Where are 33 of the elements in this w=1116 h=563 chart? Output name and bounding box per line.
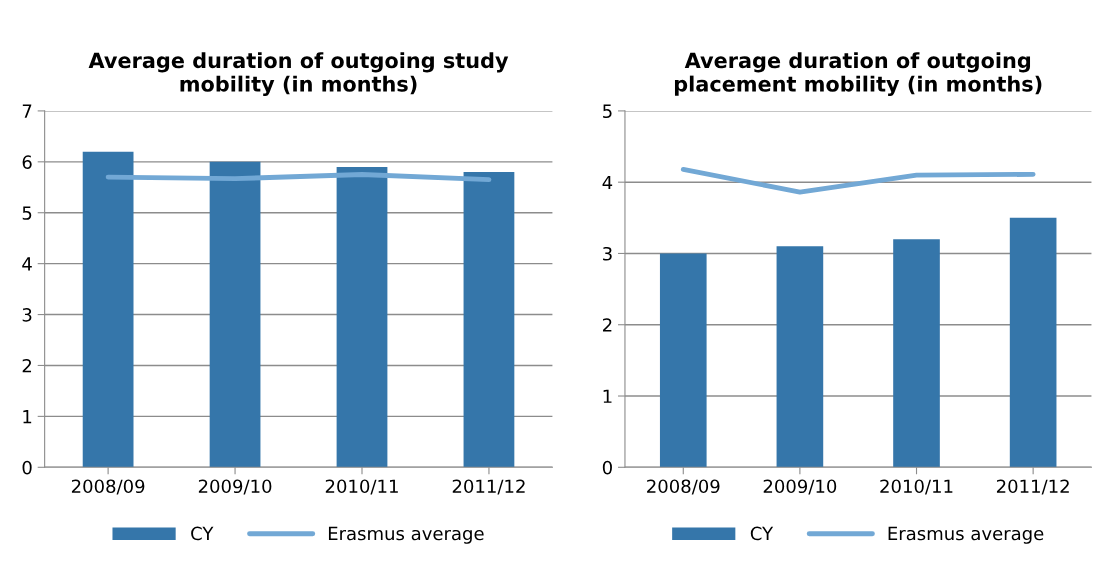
legend-label: CY [191,526,214,541]
bar [893,239,940,468]
chart-title: Average duration of outgoing placement mobility (in months) [674,52,1042,96]
bar [659,253,707,468]
chart-title: Average duration of outgoing study mobility (in months) [88,52,509,96]
y-tick-label: 1 [603,389,612,403]
x-tick-label: 2008/09 [71,479,145,495]
x-tick-label: 2009/10 [198,479,272,495]
y-tick-label: 3 [603,246,612,261]
y-tick-label: 4 [602,175,613,190]
legend-label: Erasmus average [328,526,484,544]
legend-label: Erasmus average [888,526,1044,544]
y-tick-label: 2 [22,358,32,373]
y-tick-label: 0 [22,460,32,475]
x-tick-label: 2010/11 [880,479,953,495]
y-tick-label: 5 [603,104,612,119]
y-tick-label: 0 [602,460,612,475]
x-tick-label: 2008/09 [647,479,720,495]
y-tick-label: 1 [23,410,32,424]
y-tick-label: 3 [22,308,32,322]
x-tick-label: 2011/12 [452,479,525,495]
x-tick-label: 2011/12 [996,479,1069,495]
x-tick-label: 2009/10 [763,479,837,495]
x-tick-label: 2010/11 [325,479,398,495]
y-tick-label: 2 [602,318,612,332]
legend-label: CY [750,526,774,541]
bar [776,246,824,468]
y-tick-label: 7 [22,104,32,118]
y-tick-label: 4 [22,257,32,271]
y-tick-label: 5 [22,206,32,220]
y-tick-label: 6 [22,155,32,169]
bar [1009,217,1057,468]
line-series [680,166,1036,195]
